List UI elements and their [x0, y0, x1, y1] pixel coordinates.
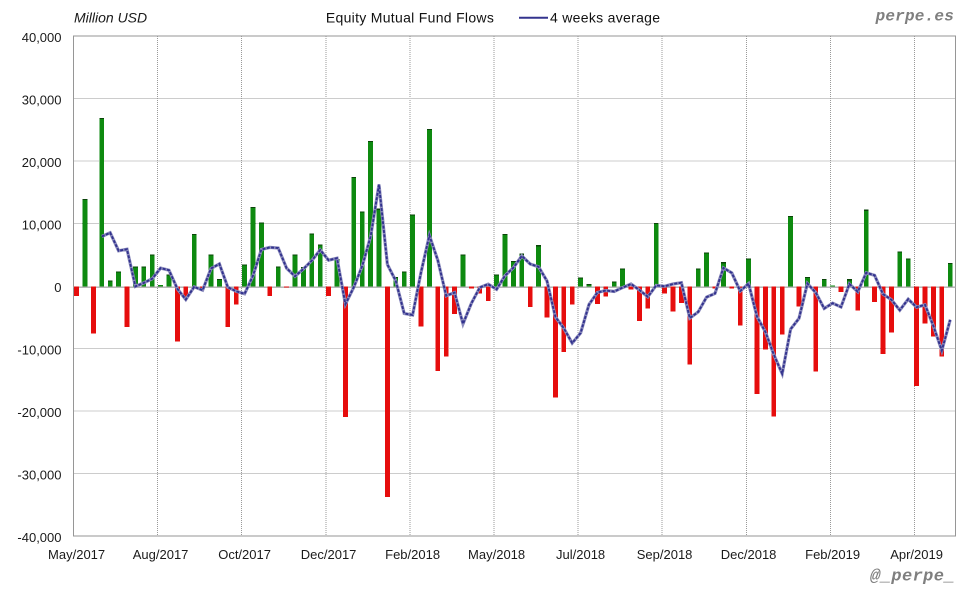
svg-text:perpe.es: perpe.es: [875, 8, 954, 26]
svg-text:10,000: 10,000: [22, 218, 62, 233]
svg-text:-40,000: -40,000: [17, 530, 61, 545]
svg-text:0: 0: [54, 280, 61, 295]
svg-text:May/2018: May/2018: [468, 547, 525, 562]
svg-text:20,000: 20,000: [22, 155, 62, 170]
svg-text:Dec/2018: Dec/2018: [721, 547, 777, 562]
svg-text:@_perpe_: @_perpe_: [870, 568, 955, 587]
svg-text:May/2017: May/2017: [48, 547, 105, 562]
svg-text:4 weeks average: 4 weeks average: [550, 10, 660, 26]
svg-text:-30,000: -30,000: [17, 468, 61, 483]
svg-text:Feb/2019: Feb/2019: [805, 547, 860, 562]
svg-text:Apr/2019: Apr/2019: [890, 547, 943, 562]
svg-text:Equity Mutual Fund Flows: Equity Mutual Fund Flows: [326, 10, 494, 26]
svg-text:Oct/2017: Oct/2017: [218, 547, 271, 562]
svg-text:Jul/2018: Jul/2018: [556, 547, 605, 562]
svg-text:40,000: 40,000: [22, 30, 62, 45]
svg-text:Feb/2018: Feb/2018: [385, 547, 440, 562]
svg-text:-20,000: -20,000: [17, 405, 61, 420]
svg-text:Sep/2018: Sep/2018: [637, 547, 693, 562]
svg-text:Aug/2017: Aug/2017: [133, 547, 189, 562]
svg-text:30,000: 30,000: [22, 93, 62, 108]
svg-text:Million USD: Million USD: [74, 10, 147, 26]
svg-text:-10,000: -10,000: [17, 343, 61, 358]
svg-text:Dec/2017: Dec/2017: [301, 547, 357, 562]
